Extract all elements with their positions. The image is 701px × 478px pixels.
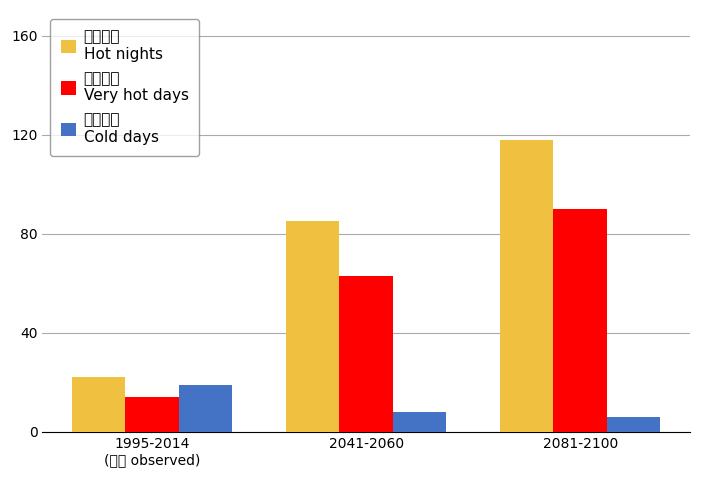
Bar <box>339 276 393 432</box>
Bar <box>500 140 554 432</box>
Bar <box>393 412 447 432</box>
Bar <box>607 417 660 432</box>
Bar <box>179 385 233 432</box>
Bar <box>72 378 125 432</box>
Bar <box>125 397 179 432</box>
Legend: 熱夜數目
Hot nights, 酷熱日數
Very hot days, 寒冷日數
Cold days: 熱夜數目 Hot nights, 酷熱日數 Very hot days, 寒冷日… <box>50 19 199 156</box>
Bar <box>554 209 607 432</box>
Bar <box>286 221 339 432</box>
